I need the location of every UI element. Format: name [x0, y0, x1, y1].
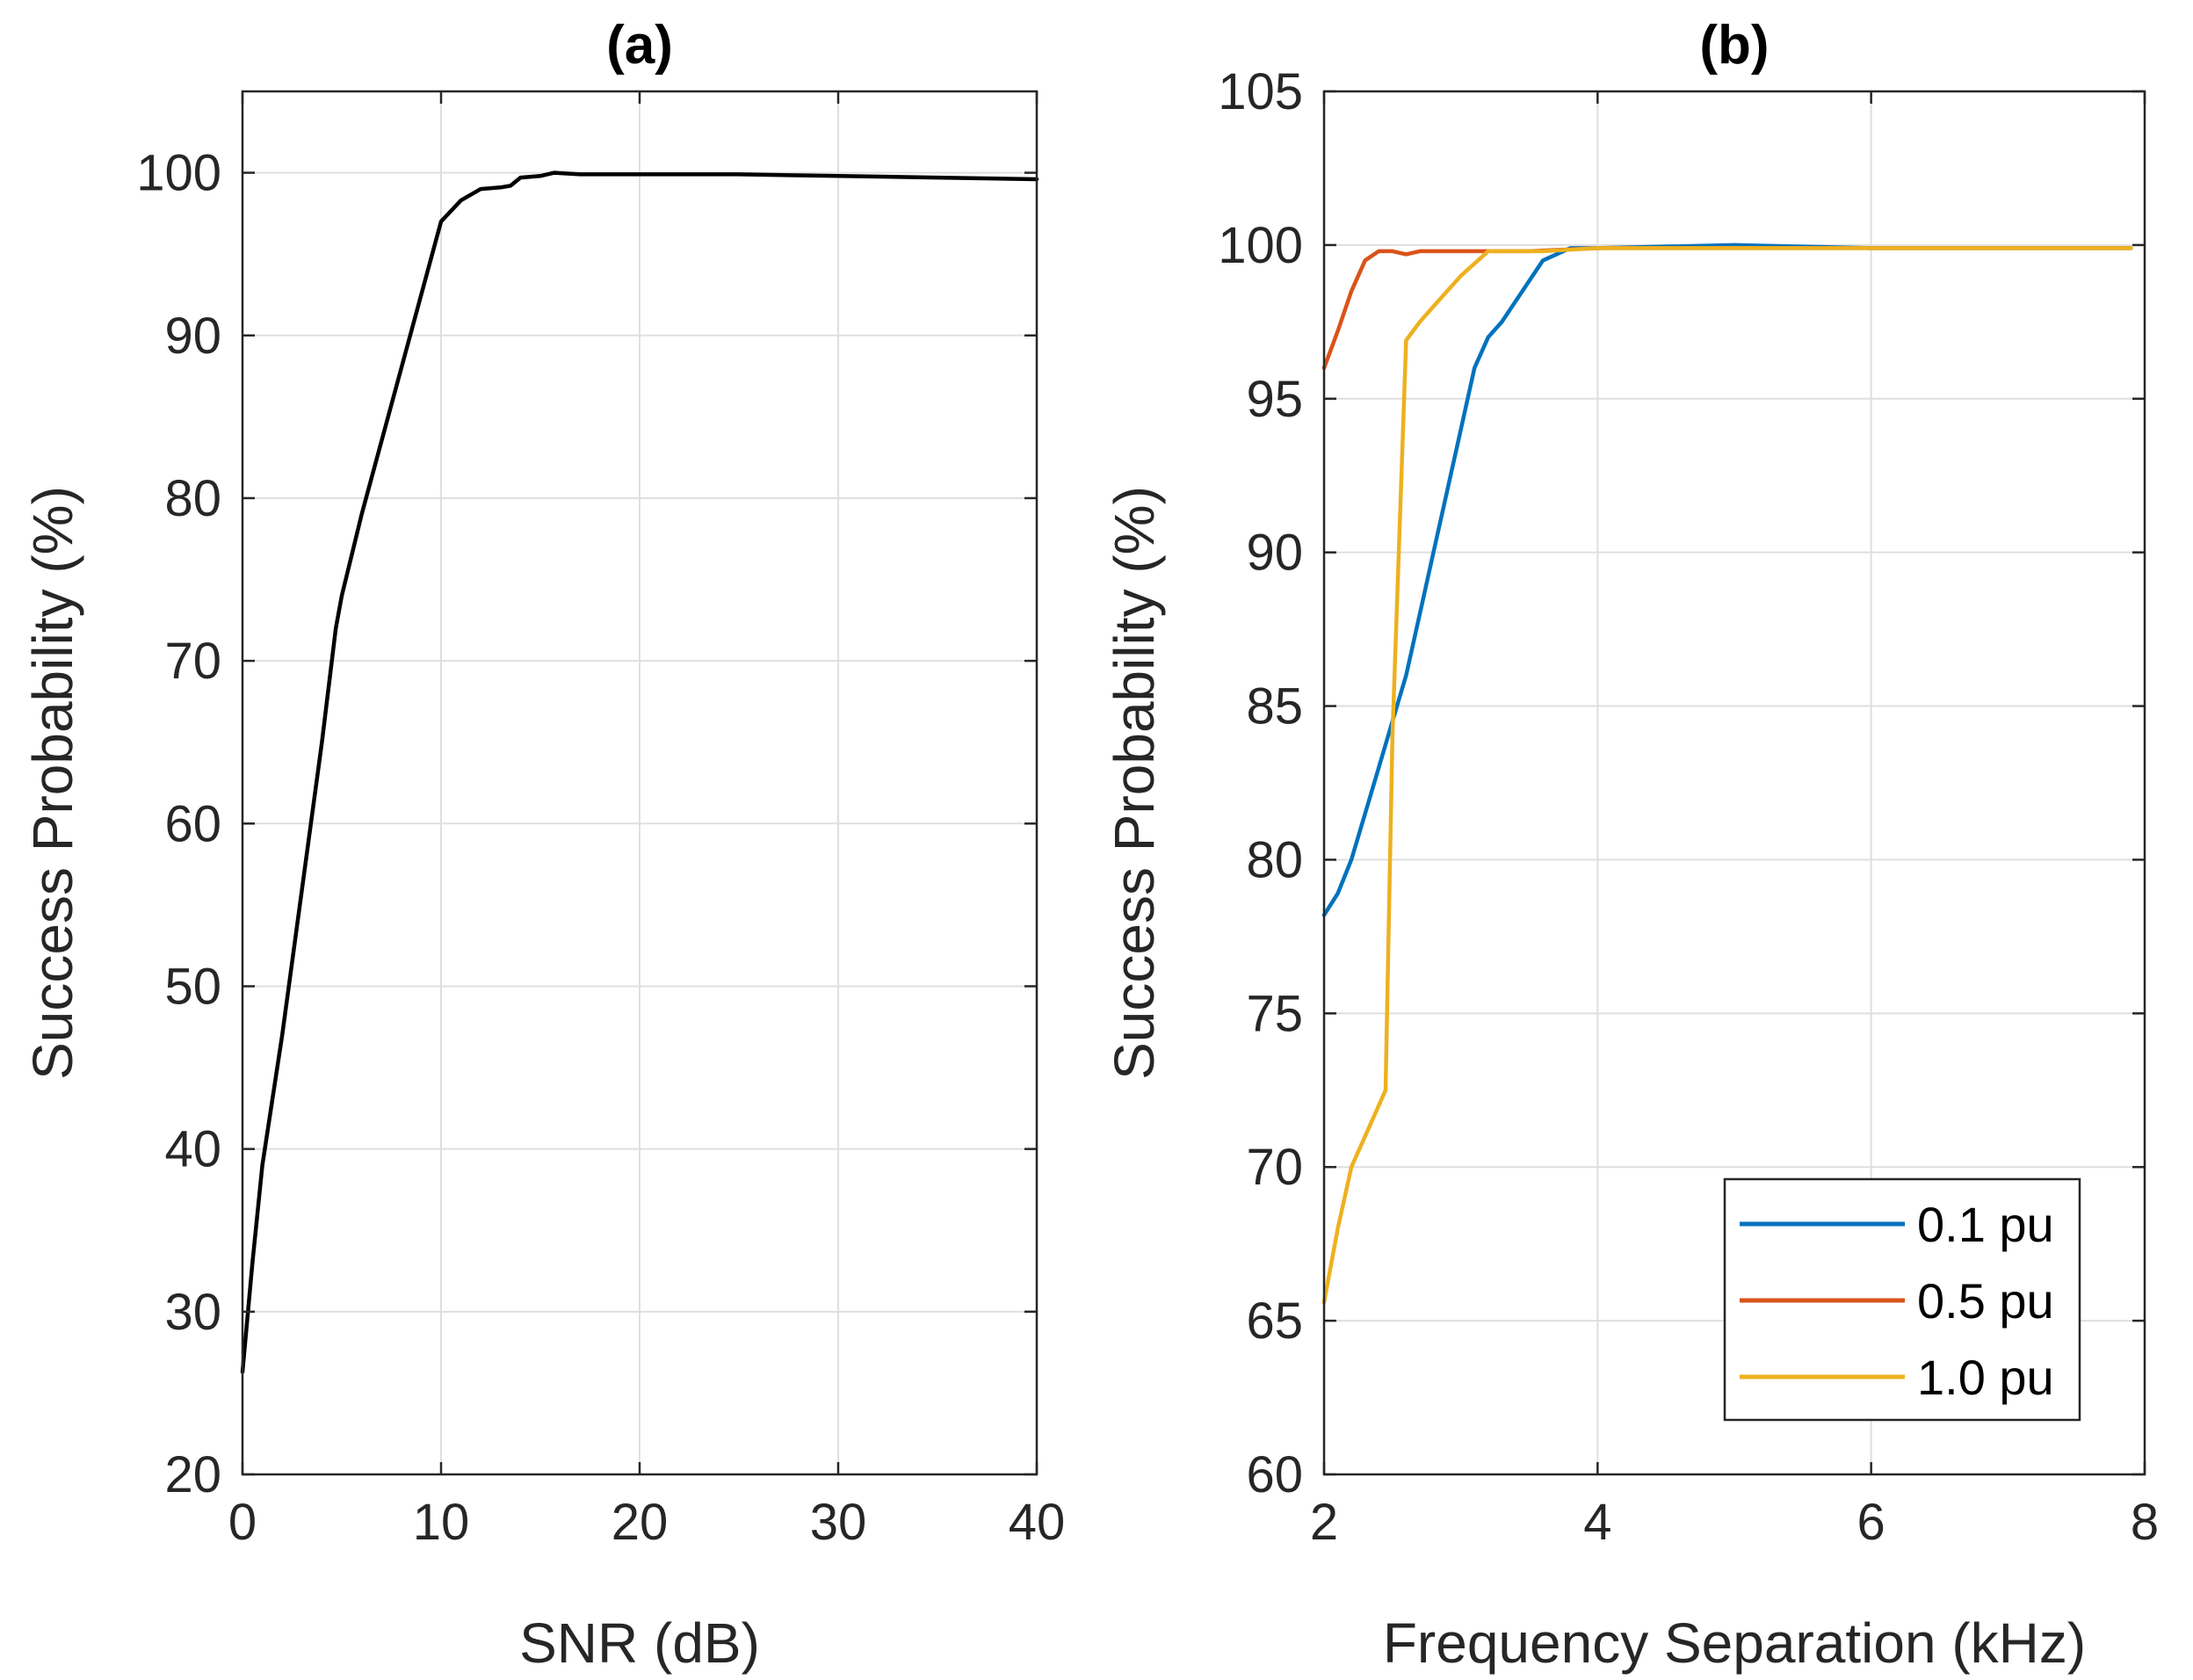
panel-b-y-tick-label: 70	[1246, 1139, 1303, 1196]
panel-a-y-tick-label: 70	[164, 633, 221, 690]
panel-b-y-tick-label: 75	[1246, 985, 1303, 1042]
panel-b-x-tick-label: 2	[1310, 1494, 1338, 1551]
panel-b-y-tick-label: 65	[1246, 1293, 1303, 1350]
panel-b-x-tick-label: 4	[1583, 1494, 1611, 1551]
panel-a-x-tick-label: 40	[1009, 1494, 1066, 1551]
panel-a-plot: 0 10 20 30 40 20 30 40 50 60 70 80 90 100 (a) SNR (dB…	[21, 15, 1065, 1675]
panel-a-x-tick-label: 10	[413, 1494, 470, 1551]
panel-a-y-tick-label: 50	[164, 958, 221, 1015]
panel-b-x-tick-label: 6	[1857, 1494, 1885, 1551]
panel-b-x-axis-label: Frequency Separation (kHz)	[1383, 1611, 2086, 1675]
panel-b-series	[1321, 243, 2133, 1305]
legend-label-0.5pu: 0.5 pu	[1917, 1273, 2054, 1329]
panel-a-y-tick-label: 100	[136, 145, 221, 202]
panel-b-y-tick-label: 90	[1246, 525, 1303, 582]
panel-a-x-tick-label: 30	[810, 1494, 867, 1551]
panel-b-ticks: 2 4 6 8 60 65 70 75 80 85 90 95 100 105	[1218, 63, 2159, 1551]
legend-label-0.1pu: 0.1 pu	[1917, 1197, 2054, 1252]
panel-b-title: (b)	[1699, 15, 1769, 76]
panel-b-legend: 0.1 pu 0.5 pu 1.0 pu	[1723, 1177, 2081, 1422]
panel-b-y-tick-label: 80	[1246, 831, 1303, 888]
panel-a-series-line-main	[240, 170, 1039, 1374]
panel-b-x-tick-label: 8	[2131, 1494, 2159, 1551]
panel-a-y-tick-label: 30	[164, 1284, 221, 1341]
panel-b-y-tick-label: 105	[1218, 63, 1303, 120]
panel-a-ticks: 0 10 20 30 40 20 30 40 50 60 70 80 90 100	[136, 91, 1065, 1551]
panel-a-y-tick-label: 80	[164, 470, 221, 527]
panel-a-title: (a)	[606, 15, 673, 76]
legend-label-1.0pu: 1.0 pu	[1917, 1350, 2054, 1405]
panel-b-y-axis-label: Success Probability (%)	[1103, 486, 1166, 1080]
panel-b-y-tick-label: 95	[1246, 371, 1303, 428]
panel-a-x-tick-label: 20	[612, 1494, 669, 1551]
panel-b-y-tick-label: 100	[1218, 217, 1303, 274]
panel-a-x-tick-label: 0	[228, 1494, 257, 1551]
panel-a-y-tick-label: 90	[164, 308, 221, 365]
panel-b-y-tick-label: 60	[1246, 1446, 1303, 1503]
panel-a-y-tick-label: 40	[164, 1121, 221, 1178]
panel-b-y-tick-label: 85	[1246, 678, 1303, 735]
panel-b-series-line-10pu	[1321, 246, 2133, 1305]
panel-a-x-axis-label: SNR (dB)	[519, 1611, 760, 1675]
panel-a-gridlines	[242, 91, 1038, 1475]
panel-a-y-tick-label: 60	[164, 795, 221, 852]
panel-b-axes-box	[1322, 90, 2146, 1476]
panel-a-y-tick-label: 20	[164, 1446, 221, 1503]
panel-b-plot: 2 4 6 8 60 65 70 75 80 85 90 95 100 105 (b) Frequency…	[1103, 15, 2159, 1675]
panel-a-y-axis-label: Success Probability (%)	[21, 486, 84, 1080]
panel-a-series	[240, 170, 1039, 1374]
